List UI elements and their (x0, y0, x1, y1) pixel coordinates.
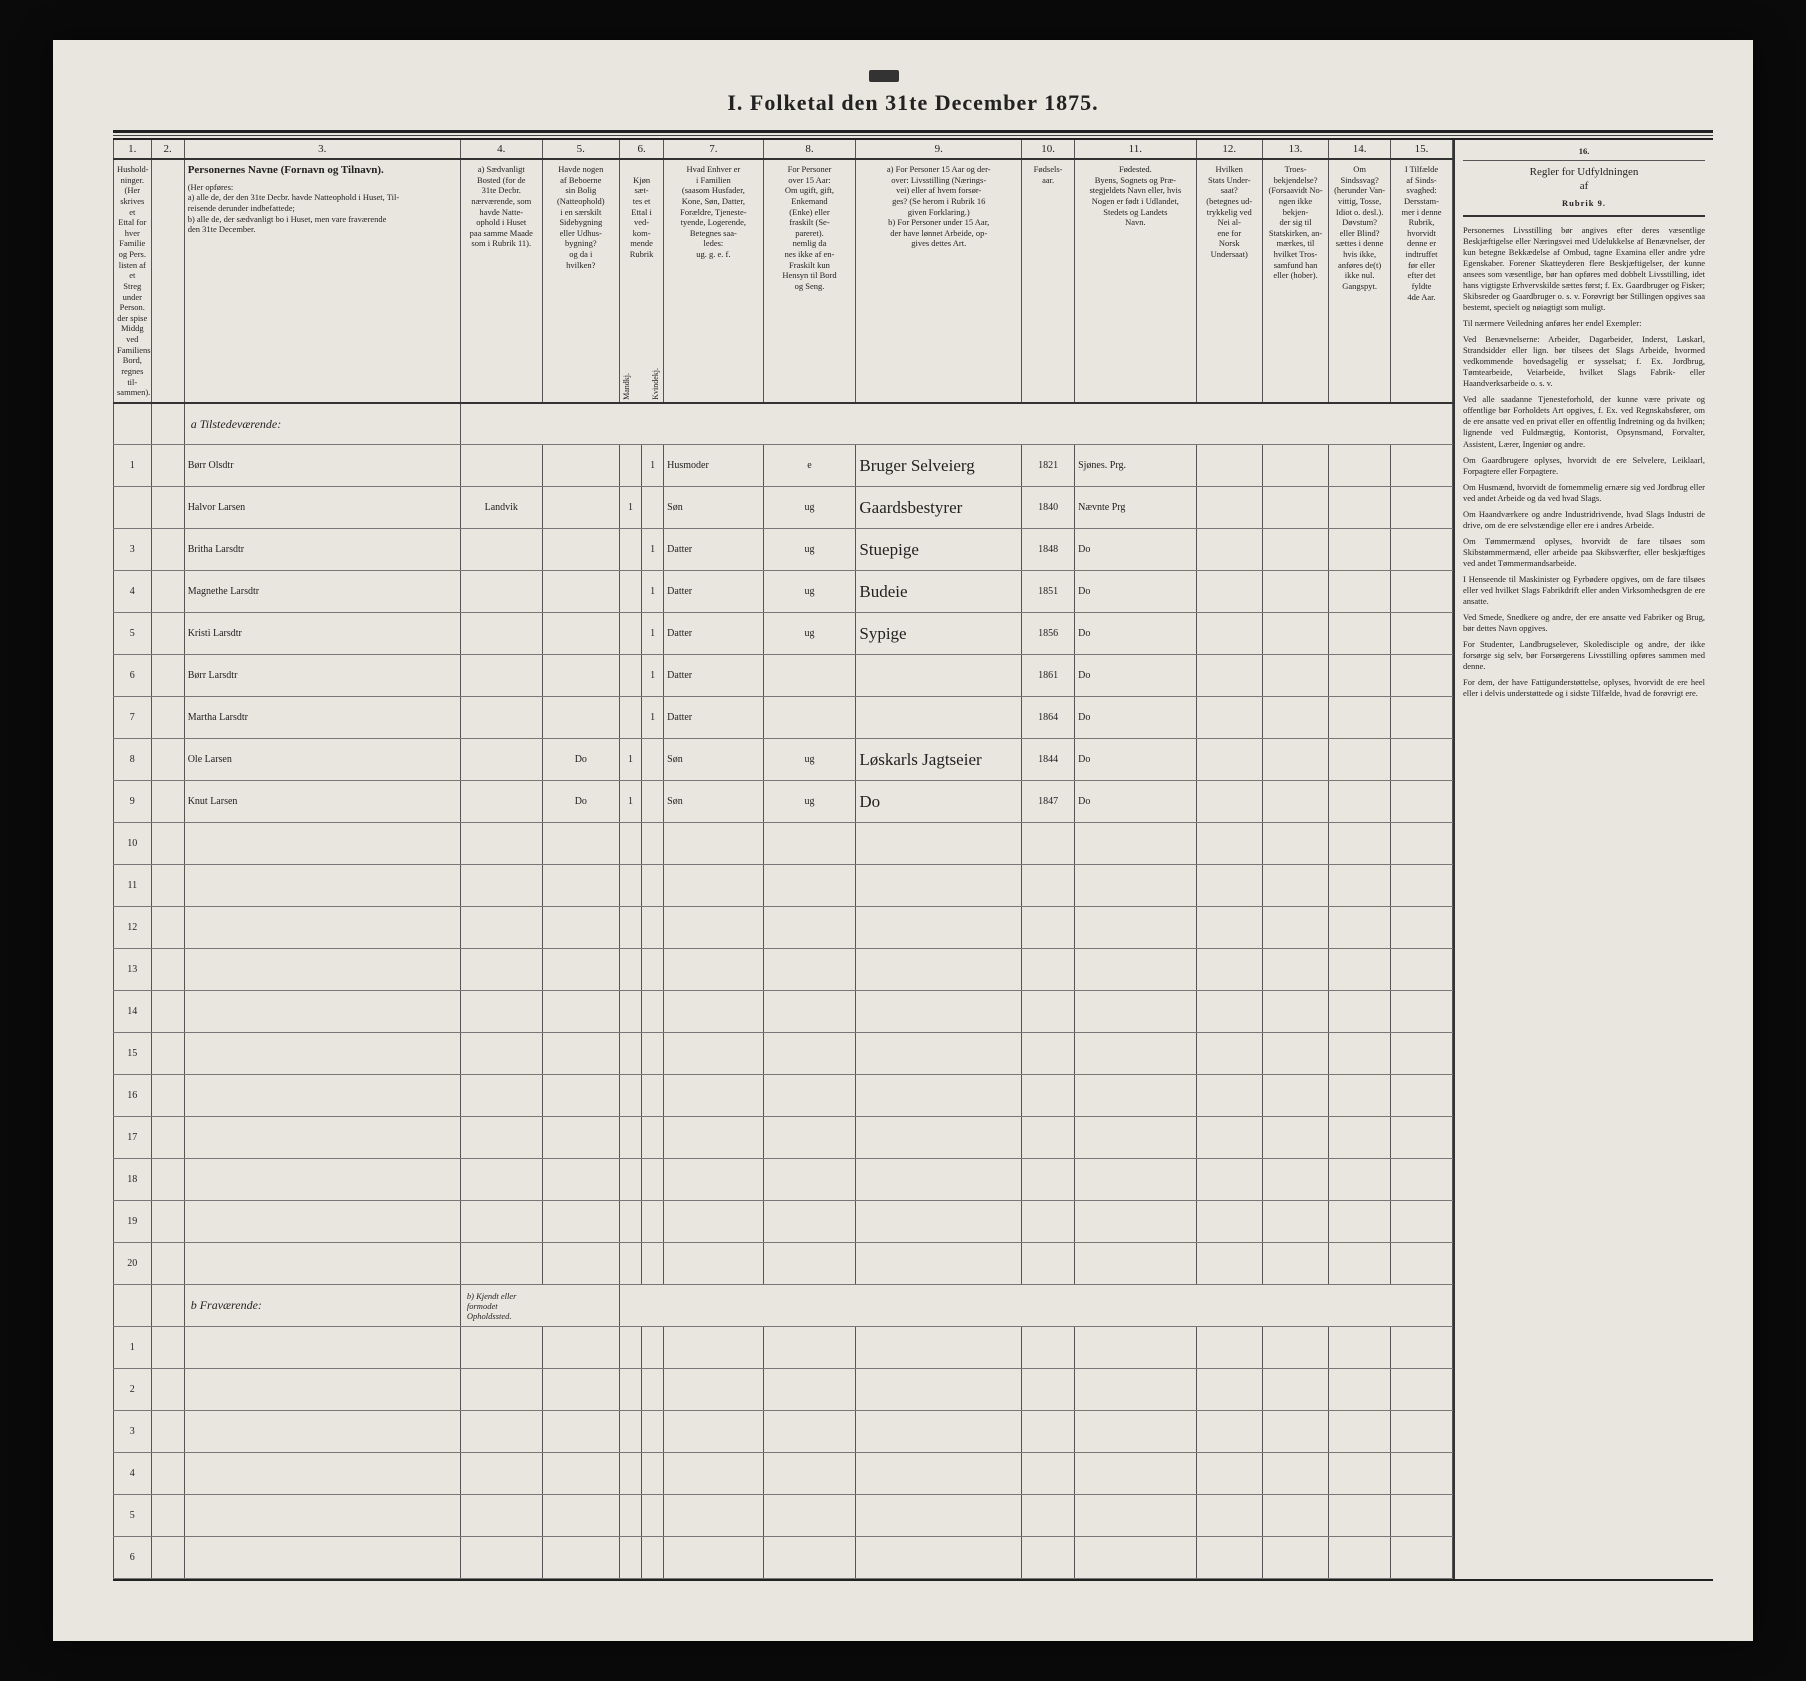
table-row: 1 Børr Olsdtr 1 Husmoder e Bruger Selvei… (114, 445, 1453, 487)
col16-num: 16. (1463, 146, 1705, 161)
hdr-kjon: Kjøn sæt- tes et Ettal i ved- kom- mende… (619, 159, 663, 403)
table-row-blank: 18 (114, 1159, 1453, 1201)
sheet: 1. 2. 3. 4. 5. 6. 7. 8. 9. 10. 11. 12. 1… (113, 138, 1713, 1581)
hdr-bosted: a) Sædvanligt Bosted (for de 31te Decbr.… (460, 159, 542, 403)
table-row-blank: 13 (114, 949, 1453, 991)
table-row: Halvor Larsen Landvik 1 Søn ug Gaardsbes… (114, 487, 1453, 529)
table-row-absent: 4 (114, 1453, 1453, 1495)
table-row-absent: 5 (114, 1495, 1453, 1537)
hdr-names: Personernes Navne (Fornavn og Tilnavn). … (184, 159, 460, 403)
table-row: 7 Martha Larsdtr 1 Datter 1864 Do (114, 697, 1453, 739)
hdr-stand: For Personer over 15 Aar: Om ugift, gift… (763, 159, 856, 403)
hdr-sindssvag: Om Sindssvag? (herunder Van- vittig, Tos… (1329, 159, 1391, 403)
rules-paragraph: I Henseende til Maskinister og Fyrbødere… (1463, 574, 1705, 607)
rules-paragraph: Ved Benævnelserne: Arbeider, Dagarbeider… (1463, 334, 1705, 389)
rules-paragraph: For dem, der have Fattigunderstøttelse, … (1463, 677, 1705, 699)
rules-column: 16. Regler for Udfyldningen af Rubrik 9.… (1453, 140, 1713, 1579)
rules-paragraph: Ved alle saadanne Tjenesteforhold, der k… (1463, 394, 1705, 449)
table-row-blank: 15 (114, 1033, 1453, 1075)
hdr-household: Hushold- ninger. (Her skrives et Ettal f… (114, 159, 152, 403)
rules-paragraph: Om Haandværkere og andre Industridrivend… (1463, 509, 1705, 531)
rules-paragraph: Personernes Livsstilling bør angives eft… (1463, 225, 1705, 313)
tbody-absent: b Fraværende:b) Kjendt eller formodet Op… (114, 1285, 1453, 1579)
rules-rubrik: Rubrik 9. (1463, 198, 1705, 217)
table-row-blank: 19 (114, 1201, 1453, 1243)
table-row: 6 Børr Larsdtr 1 Datter 1861 Do (114, 655, 1453, 697)
hdr-fodested: Fødested. Byens, Sognets og Præ- stegjel… (1075, 159, 1197, 403)
hdr-fodselsaar: Fødsels- aar. (1022, 159, 1075, 403)
table-row: 3 Britha Larsdtr 1 Datter ug Stuepige 18… (114, 529, 1453, 571)
table-row-blank: 16 (114, 1075, 1453, 1117)
rules-paragraph: For Studenter, Landbrugselever, Skoledis… (1463, 639, 1705, 672)
rules-body: Personernes Livsstilling bør angives eft… (1463, 225, 1705, 700)
table-row: 8 Ole Larsen Do 1 Søn ug Løskarls Jagtse… (114, 739, 1453, 781)
table-row-blank: 20 (114, 1243, 1453, 1285)
rules-paragraph: Ved Smede, Snedkere og andre, der ere an… (1463, 612, 1705, 634)
table-row-blank: 11 (114, 865, 1453, 907)
section-a-label: a Tilstedeværende: (114, 403, 1453, 445)
column-header-row: Hushold- ninger. (Her skrives et Ettal f… (114, 159, 1453, 403)
table-row-blank: 14 (114, 991, 1453, 1033)
rules-paragraph: Om Husmænd, hvorvidt de fornemmelig ernæ… (1463, 482, 1705, 504)
hdr-blank (151, 159, 184, 403)
census-table: 1. 2. 3. 4. 5. 6. 7. 8. 9. 10. 11. 12. 1… (113, 140, 1453, 1579)
table-row-blank: 12 (114, 907, 1453, 949)
rules-paragraph: Om Gaardbrugere oplyses, hvorvidt de ere… (1463, 455, 1705, 477)
rules-paragraph: Til nærmere Veiledning anføres her endel… (1463, 318, 1705, 329)
table-row-blank: 10 (114, 823, 1453, 865)
hdr-familie: Hvad Enhver er i Familien (saasom Husfad… (664, 159, 763, 403)
rules-paragraph: Om Tømmermænd oplyses, hvorvidt de fare … (1463, 536, 1705, 569)
rules-heading: Regler for Udfyldningen af (1463, 165, 1705, 194)
page-title: I. Folketal den 31te December 1875. (113, 90, 1713, 116)
table-row-blank: 17 (114, 1117, 1453, 1159)
table-row: 9 Knut Larsen Do 1 Søn ug Do 1847 Do (114, 781, 1453, 823)
table-row: 5 Kristi Larsdtr 1 Datter ug Sypige 1856… (114, 613, 1453, 655)
table-row: 4 Magnethe Larsdtr 1 Datter ug Budeie 18… (114, 571, 1453, 613)
tbody-present: a Tilstedeværende: 1 Børr Olsdtr 1 Husmo… (114, 403, 1453, 1285)
column-number-row: 1. 2. 3. 4. 5. 6. 7. 8. 9. 10. 11. 12. 1… (114, 140, 1453, 159)
hdr-bolig: Havde nogen af Beboerne sin Bolig (Natte… (542, 159, 619, 403)
hdr-itilfaelde: I Tilfælde af Sinds- svaghed: Dersstam- … (1391, 159, 1453, 403)
hdr-undersaat: Hvilken Stats Under- saat? (betegnes ud-… (1196, 159, 1262, 403)
table-row-absent: 3 (114, 1411, 1453, 1453)
census-page: I. Folketal den 31te December 1875. 1. 2… (53, 40, 1753, 1641)
table-row-absent: 6 (114, 1537, 1453, 1579)
table-row-absent: 2 (114, 1369, 1453, 1411)
table-row-absent: 1 (114, 1327, 1453, 1369)
hdr-livsstilling: a) For Personer 15 Aar og der- over: Liv… (856, 159, 1022, 403)
section-b-label: b Fraværende:b) Kjendt eller formodet Op… (114, 1285, 1453, 1327)
hdr-tro: Troes- bekjendelse? (Forsaavidt No- ngen… (1262, 159, 1328, 403)
